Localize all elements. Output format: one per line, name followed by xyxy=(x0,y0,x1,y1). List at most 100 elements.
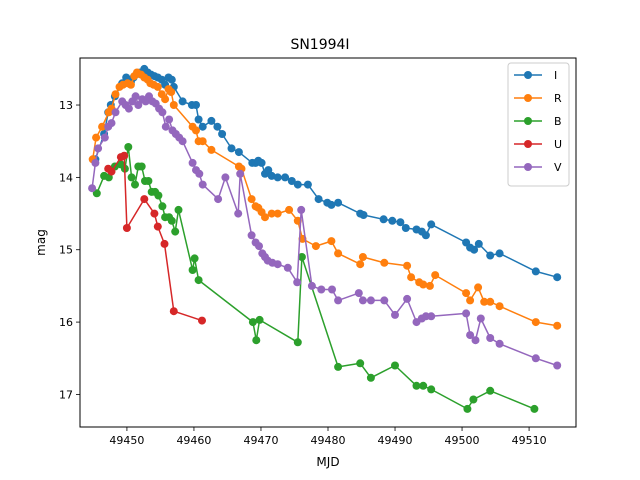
data-point xyxy=(236,169,245,178)
data-point xyxy=(273,209,282,218)
data-point xyxy=(120,151,129,160)
data-point xyxy=(283,263,292,272)
data-point xyxy=(131,92,140,101)
data-point xyxy=(124,143,133,151)
data-point xyxy=(396,218,405,227)
data-point xyxy=(334,362,343,371)
data-point xyxy=(161,95,170,104)
data-point xyxy=(356,260,365,269)
data-point xyxy=(466,296,475,305)
data-point xyxy=(476,314,485,323)
data-point xyxy=(92,133,101,142)
data-point xyxy=(380,296,389,305)
data-point xyxy=(192,101,200,109)
data-point xyxy=(407,273,416,282)
data-point xyxy=(154,191,163,200)
data-point xyxy=(107,119,116,128)
data-point xyxy=(327,200,336,209)
series-V xyxy=(88,92,562,370)
data-point xyxy=(247,195,256,204)
data-point xyxy=(158,108,167,117)
data-point xyxy=(366,296,375,305)
data-point xyxy=(227,144,236,153)
data-point xyxy=(486,334,495,342)
data-point xyxy=(174,205,183,214)
data-point xyxy=(207,145,216,154)
data-point xyxy=(388,216,397,225)
data-point xyxy=(401,224,410,232)
data-point xyxy=(218,130,227,138)
data-point xyxy=(531,267,540,276)
data-point xyxy=(140,195,149,204)
y-axis: 13 14 15 16 17 xyxy=(59,99,80,401)
data-point xyxy=(297,253,306,261)
data-point xyxy=(134,101,143,109)
data-point xyxy=(403,261,412,270)
data-point xyxy=(425,281,434,290)
data-point xyxy=(356,359,365,368)
data-point xyxy=(379,215,388,224)
data-point xyxy=(100,133,109,142)
data-point xyxy=(466,331,475,340)
data-point xyxy=(530,404,539,413)
data-point xyxy=(234,148,243,157)
data-point xyxy=(198,180,207,189)
legend-label: U xyxy=(554,138,562,151)
data-point xyxy=(470,245,479,254)
data-point xyxy=(111,108,120,117)
data-point xyxy=(194,115,203,124)
x-tick-label: 49510 xyxy=(512,434,547,447)
data-point xyxy=(391,310,399,319)
data-point xyxy=(255,315,264,324)
series-layer xyxy=(88,64,562,413)
data-point xyxy=(213,122,222,131)
data-point xyxy=(273,173,282,182)
data-point xyxy=(137,162,146,171)
data-point xyxy=(153,82,162,91)
data-point xyxy=(421,231,430,240)
legend-marker xyxy=(524,94,532,102)
data-point xyxy=(267,209,276,218)
data-point xyxy=(273,260,282,269)
data-point xyxy=(160,239,169,248)
data-point xyxy=(293,278,302,287)
data-point xyxy=(293,338,302,347)
data-point xyxy=(471,336,480,345)
data-point xyxy=(188,158,197,167)
data-point xyxy=(158,202,167,211)
data-point xyxy=(165,115,174,124)
data-point xyxy=(111,90,120,99)
data-point xyxy=(234,209,243,218)
data-point xyxy=(287,177,296,185)
series-U xyxy=(104,151,206,325)
data-point xyxy=(427,312,436,321)
legend-label: I xyxy=(554,69,557,82)
data-point xyxy=(419,381,428,390)
data-point xyxy=(126,80,135,89)
legend-item-R: R xyxy=(514,92,562,105)
legend-label: R xyxy=(554,92,562,105)
data-point xyxy=(178,97,187,106)
legend-marker xyxy=(524,117,532,125)
data-point xyxy=(311,242,320,251)
data-point xyxy=(178,137,187,146)
data-point xyxy=(427,385,436,394)
data-point xyxy=(358,253,367,261)
data-point xyxy=(285,205,294,214)
data-point xyxy=(281,173,290,182)
data-point xyxy=(462,309,471,318)
data-point xyxy=(495,302,504,311)
data-point xyxy=(188,266,197,274)
data-point xyxy=(255,242,263,251)
data-point xyxy=(553,273,562,282)
data-point xyxy=(469,395,478,404)
legend-frame xyxy=(507,62,570,187)
x-tick-label: 49470 xyxy=(243,434,278,447)
data-point xyxy=(531,318,540,327)
legend-marker xyxy=(524,163,532,171)
x-tick-label: 49480 xyxy=(311,434,346,447)
data-point xyxy=(214,195,223,204)
data-point xyxy=(144,177,153,185)
